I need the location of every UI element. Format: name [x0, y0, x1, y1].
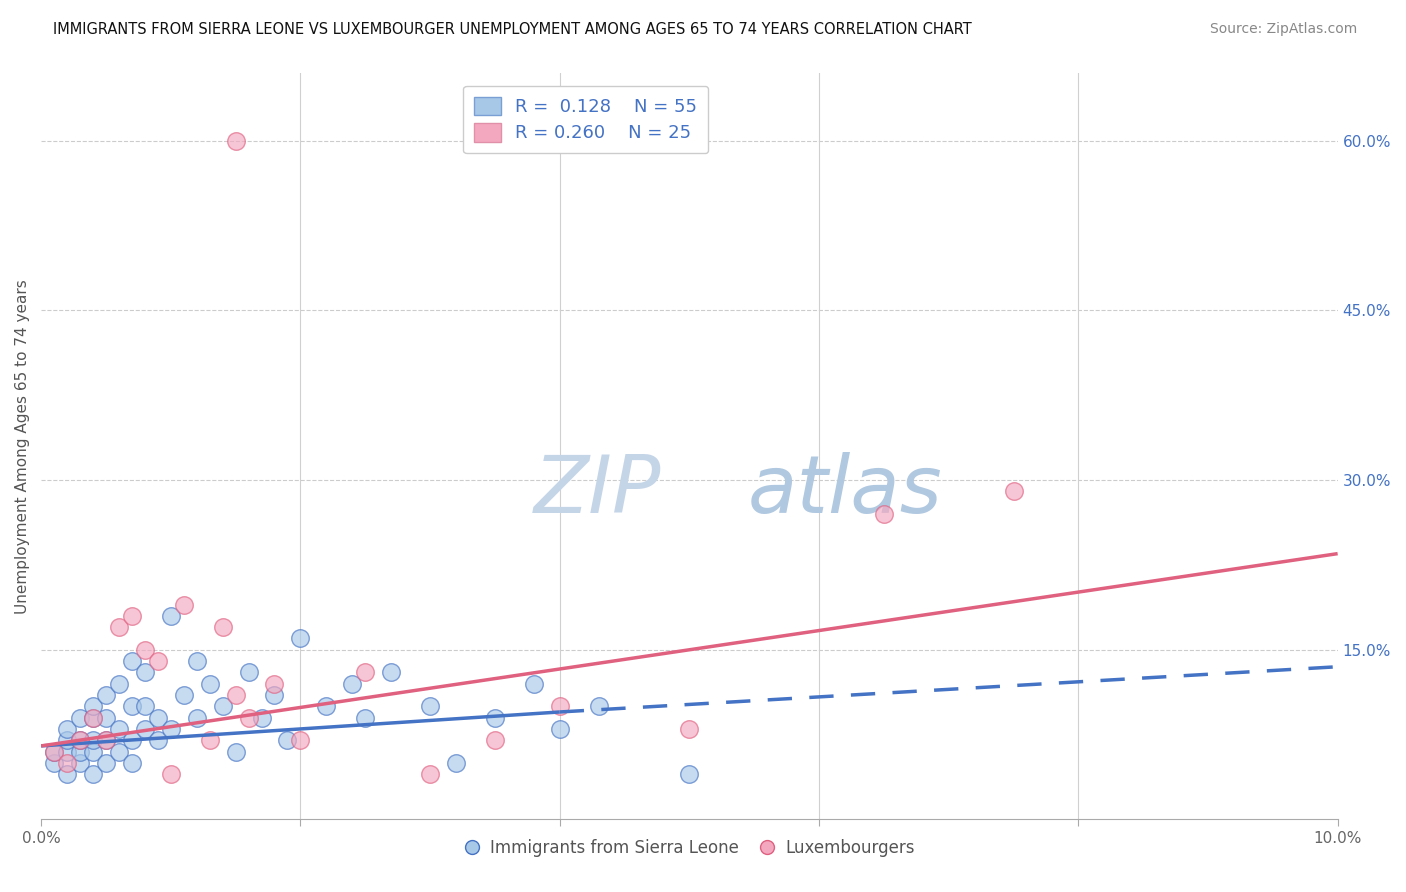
Point [186, 711, 208, 725]
Point [263, 688, 285, 702]
Point [82, 745, 104, 759]
Point [94, 688, 117, 702]
Point [94, 711, 117, 725]
Point [250, 711, 273, 725]
Point [69, 756, 91, 770]
Point [108, 745, 131, 759]
Point [42, 745, 65, 759]
Point [82, 733, 104, 747]
Point [159, 608, 181, 623]
Point [419, 699, 441, 714]
Point [134, 722, 156, 736]
Point [69, 745, 91, 759]
Point [1002, 484, 1025, 499]
Point [94, 733, 117, 747]
Point [225, 134, 247, 148]
Point [290, 733, 312, 747]
Point [121, 654, 143, 668]
Point [134, 642, 156, 657]
Text: ZIP: ZIP [534, 452, 661, 530]
Point [198, 676, 221, 690]
Point [108, 620, 131, 634]
Point [82, 699, 104, 714]
Point [42, 756, 65, 770]
Text: atlas: atlas [748, 452, 942, 530]
Point [94, 733, 117, 747]
Point [173, 688, 195, 702]
Point [354, 665, 377, 680]
Point [238, 711, 260, 725]
Point [69, 711, 91, 725]
Point [354, 711, 377, 725]
Point [678, 722, 700, 736]
Point [548, 699, 571, 714]
Point [94, 756, 117, 770]
Point [121, 608, 143, 623]
Point [108, 676, 131, 690]
Point [121, 699, 143, 714]
Point [548, 722, 571, 736]
Point [186, 654, 208, 668]
Point [42, 745, 65, 759]
Point [82, 711, 104, 725]
Point [211, 699, 233, 714]
Point [134, 699, 156, 714]
Point [276, 733, 298, 747]
Point [484, 711, 506, 725]
Point [225, 688, 247, 702]
Point [588, 699, 610, 714]
Point [146, 654, 169, 668]
Point [159, 722, 181, 736]
Text: Source: ZipAtlas.com: Source: ZipAtlas.com [1209, 22, 1357, 37]
Point [146, 711, 169, 725]
Point [69, 733, 91, 747]
Point [484, 733, 506, 747]
Point [82, 711, 104, 725]
Point [419, 767, 441, 781]
Point [238, 665, 260, 680]
Point [225, 745, 247, 759]
Point [82, 767, 104, 781]
Point [56, 756, 79, 770]
Point [198, 733, 221, 747]
Point [523, 676, 546, 690]
Point [121, 756, 143, 770]
Point [69, 733, 91, 747]
Point [159, 767, 181, 781]
Point [56, 767, 79, 781]
Point [56, 745, 79, 759]
Point [173, 598, 195, 612]
Text: IMMIGRANTS FROM SIERRA LEONE VS LUXEMBOURGER UNEMPLOYMENT AMONG AGES 65 TO 74 YE: IMMIGRANTS FROM SIERRA LEONE VS LUXEMBOU… [53, 22, 972, 37]
Point [121, 733, 143, 747]
Point [134, 665, 156, 680]
Y-axis label: Unemployment Among Ages 65 to 74 years: Unemployment Among Ages 65 to 74 years [15, 279, 30, 614]
Legend: Immigrants from Sierra Leone, Luxembourgers: Immigrants from Sierra Leone, Luxembourg… [457, 832, 922, 863]
Point [56, 733, 79, 747]
Point [444, 756, 467, 770]
Point [290, 632, 312, 646]
Point [146, 733, 169, 747]
Point [263, 676, 285, 690]
Point [108, 722, 131, 736]
Point [380, 665, 402, 680]
Point [342, 676, 364, 690]
Point [211, 620, 233, 634]
Point [315, 699, 337, 714]
Point [678, 767, 700, 781]
Point [873, 507, 896, 521]
Point [56, 722, 79, 736]
